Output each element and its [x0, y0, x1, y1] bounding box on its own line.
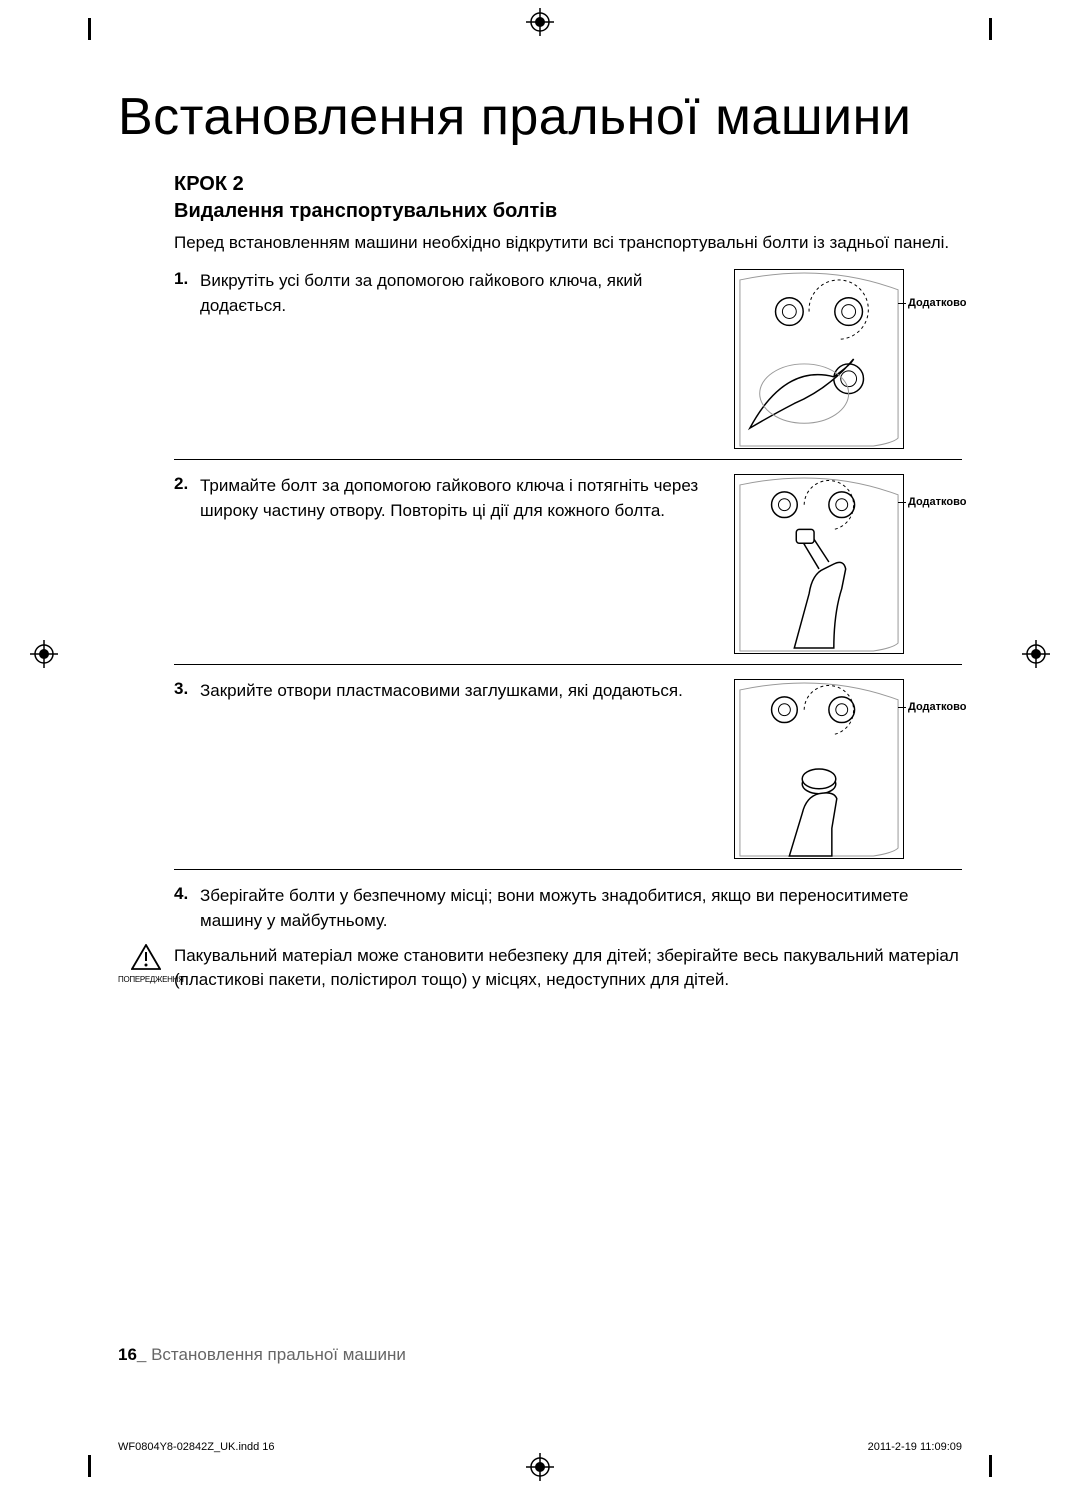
item-figure: Додатково [734, 269, 962, 449]
manual-page: Встановлення пральної машини КРОК 2 Вида… [0, 0, 1080, 1495]
crop-mark [989, 18, 992, 40]
item-figure: Додатково [734, 474, 962, 654]
item-text: Зберігайте болти у безпечному місці; вон… [200, 884, 962, 933]
imprint-left: WF0804Y8-02842Z_UK.indd 16 [118, 1441, 275, 1453]
registration-mark-icon [30, 640, 58, 668]
registration-mark-icon [526, 8, 554, 36]
warning-block: ПОПЕРЕДЖЕННЯ Пакувальний матеріал може с… [174, 944, 962, 993]
instruction-item: 3. Закрийте отвори пластмасовими заглушк… [174, 679, 962, 870]
divider [174, 459, 962, 460]
divider [174, 869, 962, 870]
cap-insert-illustration-icon [735, 680, 903, 858]
registration-mark-icon [1022, 640, 1050, 668]
imprint-right: 2011-2-19 11:09:09 [868, 1441, 962, 1453]
content-area: Встановлення пральної машини КРОК 2 Вида… [118, 90, 962, 993]
section: КРОК 2 Видалення транспортувальних болті… [174, 173, 962, 993]
figure-label: Додатково [908, 496, 966, 508]
instruction-item: 1. Викрутіть усі болти за допомогою гайк… [174, 269, 962, 460]
instruction-item: 4. Зберігайте болти у безпечному місці; … [174, 884, 962, 933]
item-number: 1. [174, 269, 200, 289]
crop-mark [88, 1455, 91, 1477]
crop-mark [989, 1455, 992, 1477]
warning-icon [131, 944, 161, 970]
step-label: КРОК 2 [174, 173, 962, 196]
item-text: Викрутіть усі болти за допомогою гайково… [200, 269, 734, 318]
instruction-item: 2. Тримайте болт за допомогою гайкового … [174, 474, 962, 665]
page-title: Встановлення пральної машини [118, 90, 962, 145]
crop-mark [88, 18, 91, 40]
item-number: 4. [174, 884, 200, 904]
page-number: 16_ [118, 1345, 146, 1364]
bolt-pull-illustration-icon [735, 475, 903, 653]
divider [174, 664, 962, 665]
footer-text: Встановлення пральної машини [146, 1345, 406, 1364]
warning-text: Пакувальний матеріал може становити небе… [174, 944, 962, 993]
item-number: 3. [174, 679, 200, 699]
item-text: Тримайте болт за допомогою гайкового клю… [200, 474, 734, 523]
step-title: Видалення транспортувальних болтів [174, 200, 962, 223]
warning-caption: ПОПЕРЕДЖЕННЯ [118, 975, 174, 984]
figure-label: Додатково [908, 297, 966, 309]
bolt-wrench-illustration-icon [735, 270, 903, 448]
item-number: 2. [174, 474, 200, 494]
item-figure: Додатково [734, 679, 962, 859]
intro-text: Перед встановленням машини необхідно від… [174, 231, 962, 256]
figure-label: Додатково [908, 701, 966, 713]
item-text: Закрийте отвори пластмасовими заглушками… [200, 679, 734, 704]
page-footer: 16_ Встановлення пральної машини [118, 1345, 406, 1365]
registration-mark-icon [526, 1453, 554, 1481]
